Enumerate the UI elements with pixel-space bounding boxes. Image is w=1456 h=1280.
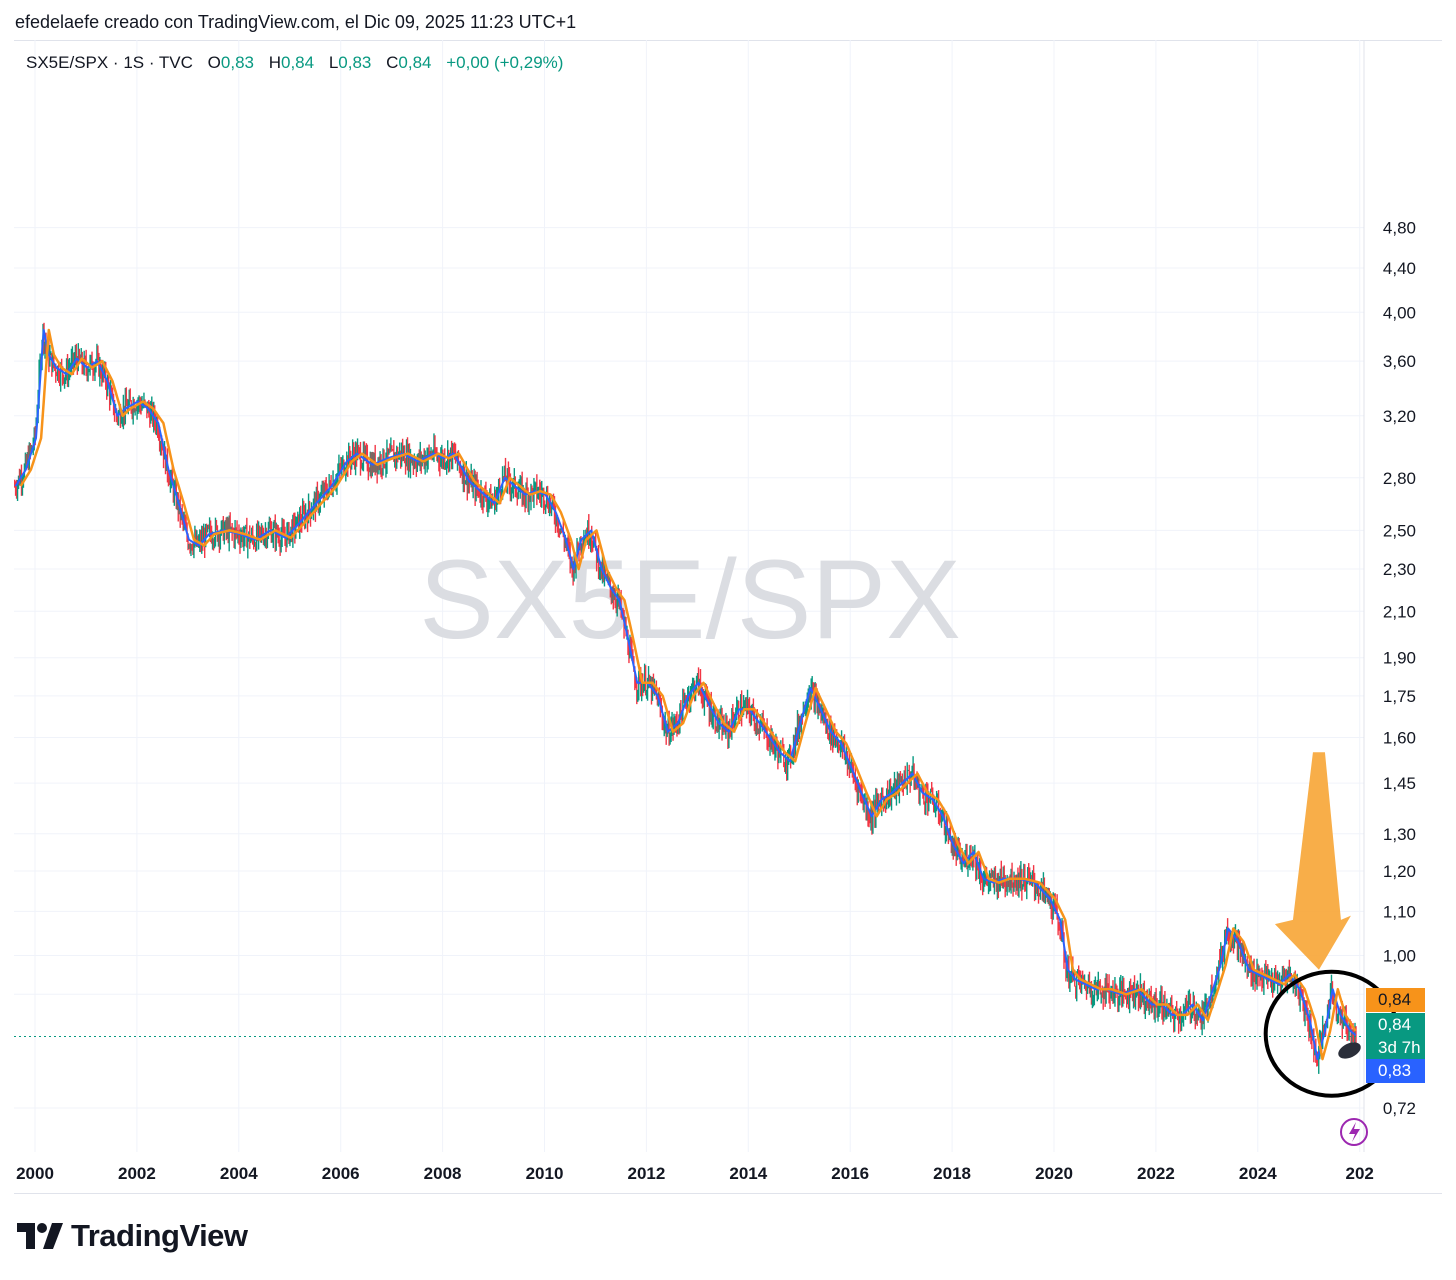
- close-label: C: [386, 53, 399, 72]
- x-tick-label: 202: [1346, 1164, 1374, 1183]
- price-badge-green: 0,84 3d 7h: [1366, 1013, 1425, 1059]
- x-tick-label: 2002: [118, 1164, 156, 1183]
- line-layer: [14, 328, 1357, 1061]
- high-label: H: [268, 53, 281, 72]
- low-label: L: [328, 53, 339, 72]
- x-tick-label: 2020: [1035, 1164, 1073, 1183]
- x-tick-label: 2010: [526, 1164, 564, 1183]
- candle-layer: [14, 322, 1357, 1074]
- replay-icon[interactable]: [1340, 1118, 1368, 1146]
- x-tick-label: 2012: [627, 1164, 665, 1183]
- y-tick-label: 2,30: [1383, 560, 1416, 579]
- x-tick-label: 2014: [729, 1164, 767, 1183]
- open-value: 0,83: [220, 53, 254, 72]
- y-tick-label: 1,75: [1383, 687, 1416, 706]
- chart-area[interactable]: [14, 40, 1442, 1194]
- close-value: 0,84: [398, 53, 432, 72]
- x-tick-label: 2024: [1239, 1164, 1277, 1183]
- tradingview-logo-icon: [17, 1223, 63, 1249]
- x-tick-label: 2008: [424, 1164, 462, 1183]
- ohlc-legend: SX5E/SPX · 1S · TVC O0,83 H0,84 L0,83 C0…: [26, 53, 563, 73]
- low-value: 0,83: [338, 53, 372, 72]
- y-tick-label: 3,20: [1383, 407, 1416, 426]
- y-axis[interactable]: 4,80 4,40 4,00 3,60 3,20 2,80 2,50 2,30 2,10 1,90…: [1383, 219, 1416, 1118]
- y-tick-label: 1,20: [1383, 862, 1416, 881]
- price-badge-blue: 0,83: [1366, 1059, 1425, 1083]
- tradingview-brand[interactable]: TradingView: [17, 1218, 248, 1254]
- y-tick-label: 2,10: [1383, 602, 1416, 621]
- high-value: 0,84: [281, 53, 315, 72]
- price-badge-green-price: 0,84: [1378, 1015, 1412, 1034]
- y-tick-label: 4,80: [1383, 219, 1416, 238]
- annotation-down-arrow: [1274, 752, 1351, 970]
- chart-credit: efedelaefe creado con TradingView.com, e…: [15, 12, 577, 32]
- y-tick-label: 2,80: [1383, 469, 1416, 488]
- x-tick-label: 2018: [933, 1164, 971, 1183]
- ma-fast-line: [14, 329, 1357, 1061]
- y-tick-label: 4,40: [1383, 259, 1416, 278]
- y-tick-label: 1,00: [1383, 947, 1416, 966]
- annotation-scribble: [1338, 1042, 1361, 1059]
- grid-layer: [14, 40, 1365, 1152]
- x-tick-label: 2022: [1137, 1164, 1175, 1183]
- y-tick-label: 3,60: [1383, 352, 1416, 371]
- price-badge-countdown: 3d 7h: [1378, 1038, 1421, 1057]
- price-badge-orange: 0,84: [1366, 988, 1425, 1012]
- x-tick-label: 2016: [831, 1164, 869, 1183]
- y-tick-label: 2,50: [1383, 521, 1416, 540]
- change-value: +0,00 (+0,29%): [446, 53, 564, 72]
- watermark: SX5E/SPX: [419, 537, 961, 662]
- x-tick-label: 2004: [220, 1164, 258, 1183]
- y-tick-label: 1,90: [1383, 649, 1416, 668]
- x-axis[interactable]: 2000 2002 2004 2006 2008 2010 2012 2014 2016 2018…: [16, 1164, 1374, 1183]
- open-label: O: [207, 53, 221, 72]
- y-tick-label: 1,10: [1383, 902, 1416, 921]
- x-tick-label: 2000: [16, 1164, 54, 1183]
- y-tick-label: 4,00: [1383, 303, 1416, 322]
- ma-slow-line: [19, 328, 1357, 1061]
- x-tick-label: 2006: [322, 1164, 360, 1183]
- y-tick-label: 1,30: [1383, 825, 1416, 844]
- symbol-label[interactable]: SX5E/SPX · 1S · TVC: [26, 53, 193, 72]
- y-tick-label: 0,72: [1383, 1099, 1416, 1118]
- y-tick-label: 1,45: [1383, 774, 1416, 793]
- y-tick-label: 1,60: [1383, 728, 1416, 747]
- brand-name: TradingView: [71, 1218, 248, 1253]
